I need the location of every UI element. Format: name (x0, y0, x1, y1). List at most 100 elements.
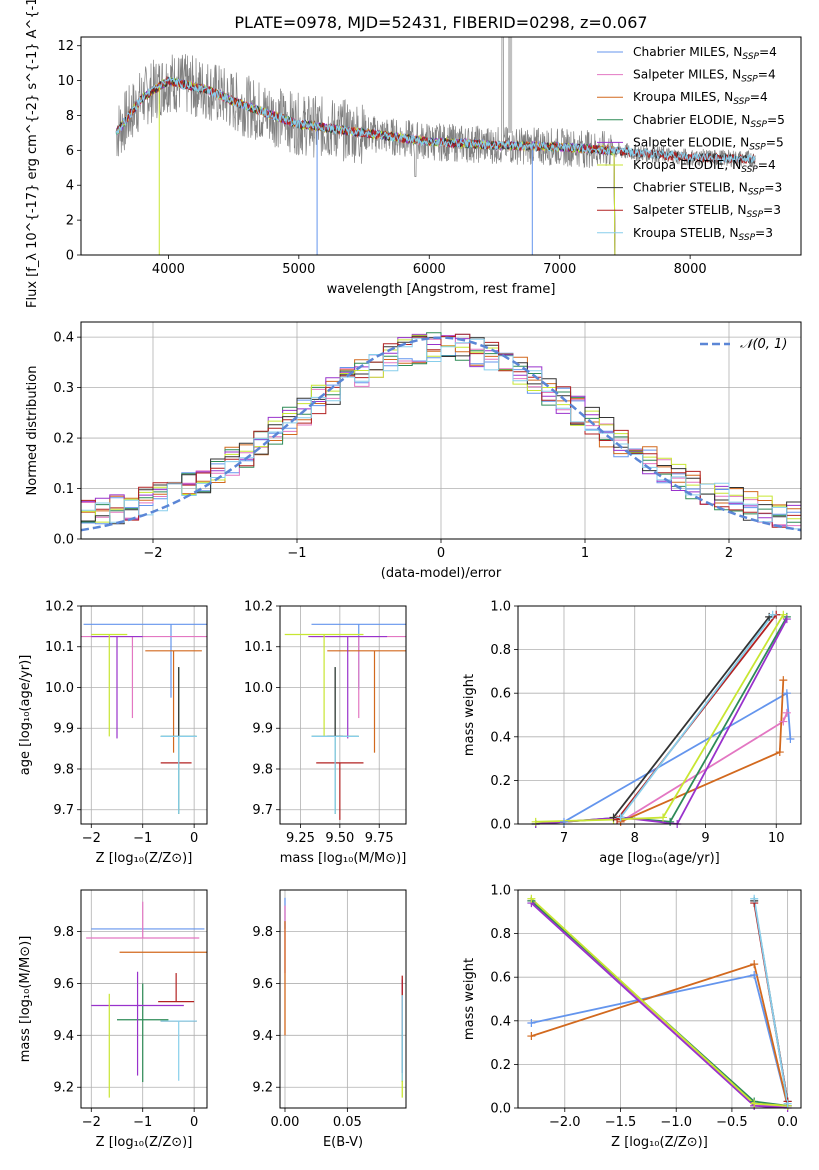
weight_vs_age-ytick-label: 0.0 (490, 818, 511, 833)
legend-sub: SSP (748, 188, 765, 198)
weight-line (620, 712, 788, 823)
weight_vs_age-xtick-label: 10 (768, 831, 785, 846)
age_vs_mass-xtick-label: 9.50 (325, 831, 354, 846)
weight_vs_age-axes: 7 8 9 10 0.0 0.2 0.4 0.6 0.8 1.0 age [log₁₀(age/yr… (462, 600, 802, 866)
spectrum-xtick-label: 6000 (413, 262, 446, 277)
age_vs_Z-xtick-label: −1 (133, 831, 152, 846)
weight_vs_age-xtick-label: 8 (631, 831, 639, 846)
weight_vs_Z-ytick-label: 0.8 (490, 927, 511, 942)
residuals-ytick-label: 0.3 (53, 381, 74, 396)
legend-tail: =3 (763, 203, 781, 217)
age_vs_Z-xtick-label: 0 (190, 831, 198, 846)
spectrum-ytick-label: 12 (57, 39, 74, 54)
age_vs_mass-ytick-label: 9.9 (252, 722, 273, 737)
mass_vs_Z-ytick-label: 9.6 (53, 977, 74, 992)
age_vs_mass-ytick-label: 9.8 (252, 762, 273, 777)
mass_vs_Z-ylabel: mass [log₁₀(M/M⊙)] (18, 936, 33, 1063)
residuals-xtick-label: 0 (437, 546, 445, 561)
weight_vs_Z-ytick-label: 0.0 (490, 1102, 511, 1117)
mass_vs_Z-xtick-label: −1 (133, 1115, 152, 1130)
weight-marker (782, 615, 791, 624)
mass_vs_Z-plot-area (81, 890, 207, 1108)
weight_vs_age-ytick-label: 0.4 (490, 730, 511, 745)
residuals-ytick-label: 0.0 (53, 533, 74, 548)
residual-histogram (81, 333, 801, 528)
legend-sub: SSP (746, 210, 763, 220)
legend-text: Salpeter STELIB, N (633, 203, 746, 217)
age_vs_mass-xtick-label: 9.75 (365, 831, 394, 846)
age_vs_Z-xlabel: Z [log₁₀(Z/Z⊙)] (96, 851, 193, 866)
legend-entry: Salpeter MILES, NSSP=4 (633, 68, 776, 85)
mass_vs_ebv-frame (279, 889, 407, 1109)
age_vs_Z-ylabel: age [log₁₀(age/yr)] (18, 655, 33, 776)
age_vs_Z-ytick-label: 9.9 (53, 722, 74, 737)
residuals-frame (80, 321, 802, 540)
mass_vs_ebv-ytick-label: 9.6 (252, 977, 273, 992)
weight_vs_Z-ytick-label: 0.6 (490, 971, 511, 986)
age_vs_mass-axes: 9.25 9.50 9.75 9.7 9.8 9.9 10.0 10.1 10.2 mass [l… (244, 600, 407, 866)
legend-entry: Chabrier STELIB, NSSP=3 (633, 181, 782, 198)
mass_vs_Z-ytick-label: 9.4 (53, 1029, 74, 1044)
residuals-ytick-label: 0.4 (53, 331, 74, 346)
weight_vs_age-xtick-label: 7 (560, 831, 568, 846)
age_vs_mass-plot-area (280, 606, 406, 824)
legend-text: Chabrier ELODIE, N (633, 113, 750, 127)
mass_vs_ebv-ytick-label: 9.8 (252, 925, 273, 940)
weight-marker (527, 1032, 536, 1041)
age_vs_Z-ytick-label: 10.0 (45, 681, 74, 696)
residuals-xtick-label: −1 (287, 546, 306, 561)
weight-marker (768, 610, 777, 619)
mass_vs_ebv-ytick-label: 9.4 (252, 1029, 273, 1044)
age_vs_mass-ytick-label: 10.1 (244, 640, 273, 655)
weight-line (612, 616, 770, 819)
weight-marker (666, 817, 675, 826)
weight-marker (779, 610, 788, 619)
weight_vs_Z-ylabel: mass weight (462, 958, 477, 1040)
mass_vs_Z-axes: −2 −1 0 9.2 9.4 9.6 9.8 Z [log₁₀(Z/Z⊙)] mass [lo… (18, 889, 208, 1150)
weight-marker (616, 813, 625, 822)
spectrum-data-line (115, 37, 756, 177)
residuals-axes: −2 −1 0 1 2 0.0 0.1 0.2 0.3 0.4 (data-model)/error… (25, 321, 802, 581)
weight_vs_Z-xlabel: Z [log₁₀(Z/Z⊙)] (611, 1135, 708, 1150)
spectrum-xtick-label: 4000 (152, 262, 185, 277)
weight-line (563, 691, 792, 823)
mass_vs_ebv-xtick-label: 0.00 (271, 1115, 300, 1130)
residuals-xtick-label: 1 (581, 546, 589, 561)
spectrum-xtick-label: 5000 (282, 262, 315, 277)
age_vs_mass-xtick-label: 9.25 (286, 831, 315, 846)
legend-tail: =3 (764, 181, 782, 195)
weight-marker (782, 689, 791, 698)
mass_vs_Z-xtick-label: 0 (190, 1115, 198, 1130)
weight_vs_Z-ytick-label: 0.4 (490, 1014, 511, 1029)
weight-marker (783, 1099, 792, 1108)
weight-marker (659, 813, 668, 822)
mass_vs_ebv-xtick-label: 0.05 (333, 1115, 362, 1130)
mass_vs_ebv-ytick-label: 9.2 (252, 1081, 273, 1096)
weight-line (530, 900, 788, 1107)
mass_vs_Z-xtick-label: −2 (82, 1115, 101, 1130)
residuals-ylabel: Normed distribution (25, 366, 40, 496)
spectrum-ytick-label: 0 (66, 249, 74, 264)
weight-line (530, 900, 788, 1107)
weight-marker (527, 894, 536, 903)
weight-marker (750, 1099, 759, 1108)
mass_vs_Z-ytick-label: 9.2 (53, 1081, 74, 1096)
age_vs_mass-frame (279, 605, 407, 825)
weight_vs_age-xtick-label: 9 (701, 831, 709, 846)
legend-sub: SSP (739, 233, 756, 243)
residual-histogram (81, 337, 801, 530)
legend-text: Kroupa MILES, N (633, 90, 733, 104)
legend-entry: Kroupa ELODIE, NSSP=4 (633, 158, 776, 175)
weight-marker (786, 734, 795, 743)
spectrum-ytick-label: 8 (66, 109, 74, 124)
mass_vs_ebv-xlabel: E(B-V) (323, 1135, 363, 1150)
weight_vs_age-ytick-label: 1.0 (490, 600, 511, 615)
weight_vs_age-ytick-label: 0.8 (490, 643, 511, 658)
age_vs_Z-ytick-label: 10.1 (45, 640, 74, 655)
age_vs_mass-ytick-label: 10.0 (244, 681, 273, 696)
legend-sub: SSP (749, 142, 766, 152)
legend-sub: SSP (741, 75, 758, 85)
legend-text: Chabrier STELIB, N (633, 181, 748, 195)
weight_vs_age-ytick-label: 0.2 (490, 774, 511, 789)
